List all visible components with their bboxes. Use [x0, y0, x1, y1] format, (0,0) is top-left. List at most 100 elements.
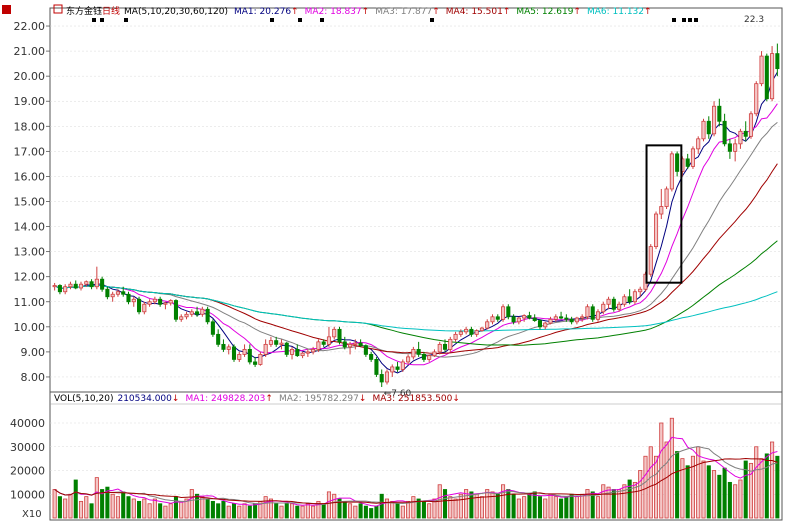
ma-legend-arrow: ↑ — [573, 7, 581, 17]
volume-bar — [311, 505, 316, 519]
volume-bar — [131, 498, 136, 519]
candle — [622, 294, 627, 307]
volume-bar — [690, 455, 695, 519]
candle — [764, 53, 769, 102]
candle — [748, 111, 754, 139]
volume-bar — [675, 451, 680, 519]
candle — [184, 311, 189, 320]
volume-bar — [669, 417, 674, 519]
ma-legend-label: MA5: — [516, 7, 539, 17]
volume-bar — [458, 493, 463, 519]
event-marker[interactable] — [430, 18, 434, 22]
volume-bar — [384, 498, 390, 519]
volume-bar — [506, 489, 511, 519]
event-marker[interactable] — [92, 18, 96, 22]
volume-bar — [374, 505, 379, 519]
candle — [770, 46, 775, 102]
candle — [506, 304, 511, 320]
candle — [632, 289, 637, 305]
candle — [152, 296, 157, 305]
event-marker[interactable] — [270, 18, 274, 22]
candle — [258, 351, 263, 366]
volume-bar — [210, 500, 215, 519]
volume-bar — [316, 500, 321, 519]
volume-ma-line — [54, 457, 778, 505]
volume-bar — [284, 503, 289, 519]
candle — [490, 314, 495, 325]
candle — [469, 326, 474, 337]
candle — [158, 296, 163, 307]
volume-bar — [342, 500, 347, 519]
candle — [142, 301, 147, 315]
volume-bar — [137, 500, 142, 519]
candle — [585, 304, 590, 320]
highlight-box — [645, 144, 683, 284]
volume-bar — [289, 503, 295, 519]
volume-ma-arrow: ↓ — [359, 394, 367, 404]
volume-bar — [173, 496, 179, 519]
volume-bar — [696, 446, 701, 519]
volume-ma-label: MA2: — [279, 394, 302, 404]
ma-legend-arrow: ↑ — [362, 7, 370, 17]
volume-bar — [421, 500, 426, 519]
candle — [495, 314, 500, 322]
volume-bar — [221, 500, 226, 519]
ma-legend-arrow: ↑ — [644, 7, 652, 17]
volume-bar — [416, 498, 421, 519]
candle — [374, 356, 379, 377]
candle — [195, 306, 200, 317]
candle — [675, 151, 680, 177]
volume-bar — [406, 500, 411, 519]
candle — [595, 309, 601, 322]
volume-bar — [632, 481, 637, 519]
event-marker[interactable] — [688, 18, 692, 22]
event-marker[interactable] — [682, 18, 686, 22]
volume-bar — [400, 505, 405, 519]
candle — [553, 314, 558, 322]
volume-bar — [158, 503, 163, 519]
event-marker[interactable] — [694, 18, 698, 22]
candle — [137, 296, 142, 315]
candle — [189, 309, 194, 317]
candle — [669, 151, 674, 192]
event-marker[interactable] — [298, 18, 302, 22]
candle — [126, 291, 131, 305]
ma-legend-value: 15.501 — [468, 7, 502, 17]
candle — [759, 51, 764, 87]
candle — [453, 331, 458, 342]
event-marker[interactable] — [672, 18, 676, 22]
candle — [274, 336, 279, 347]
volume-bar — [738, 479, 743, 519]
candle — [300, 351, 305, 359]
candle — [115, 289, 120, 297]
volume-bar — [754, 446, 759, 519]
volume-bar — [659, 422, 664, 519]
volume-bar — [733, 484, 738, 519]
volume-bar — [52, 489, 57, 519]
menu-icon[interactable] — [2, 5, 11, 14]
event-marker[interactable] — [320, 18, 324, 22]
volume-bar — [363, 505, 368, 519]
ma-legend-arrow: ↑ — [503, 7, 511, 17]
candle — [448, 336, 453, 352]
candle — [52, 282, 57, 291]
volume-params: VOL(5,10,20) — [54, 394, 113, 404]
candle — [648, 244, 653, 277]
volume-bar — [189, 489, 194, 519]
event-marker[interactable] — [124, 18, 128, 22]
candle — [353, 339, 358, 350]
volume-bar — [743, 460, 748, 519]
candle — [110, 291, 115, 302]
volume-panel-frame — [49, 391, 783, 521]
volume-ma-label: MA1: — [185, 394, 208, 404]
volume-bar — [727, 481, 732, 519]
candle — [321, 339, 326, 347]
volume-value: 210534.000 — [117, 394, 172, 404]
candle — [733, 138, 738, 162]
close-icon[interactable] — [53, 4, 63, 14]
volume-bar — [601, 484, 606, 519]
event-marker[interactable] — [100, 18, 104, 22]
volume-bar — [427, 503, 432, 519]
